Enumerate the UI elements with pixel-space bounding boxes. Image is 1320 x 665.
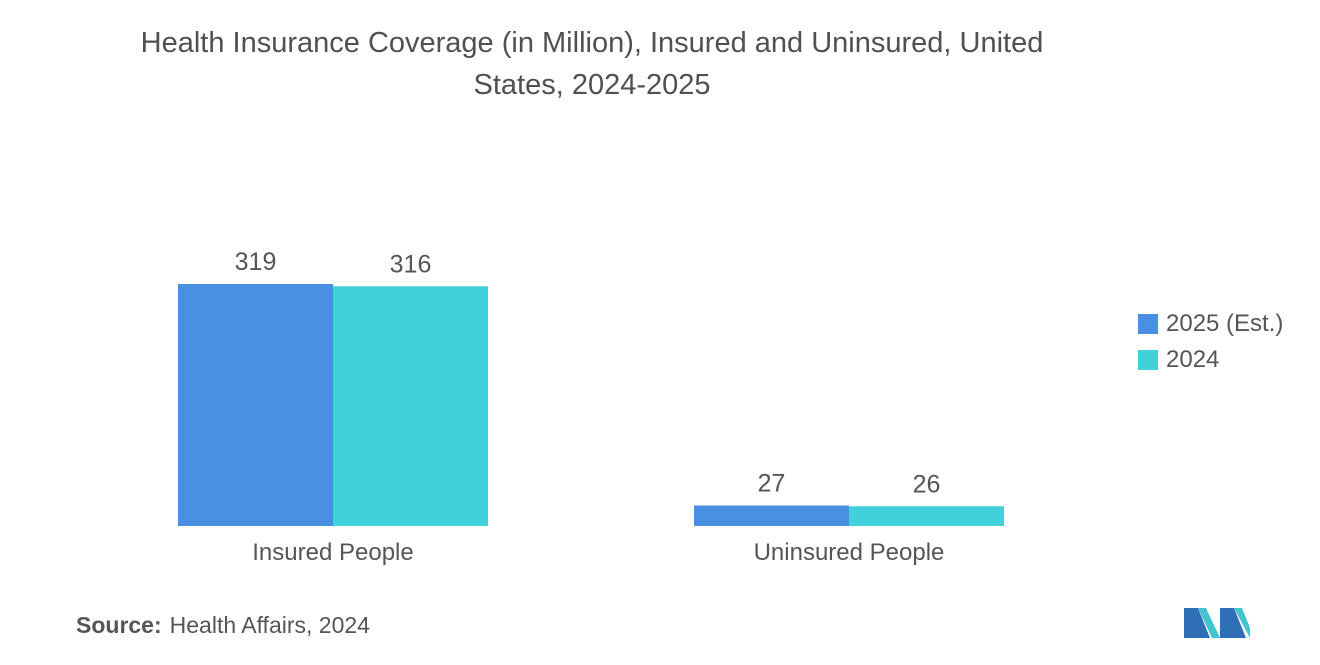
source-note: Source: Health Affairs, 2024 [76,612,370,639]
legend-label-2024: 2024 [1166,346,1220,373]
x-tick-label: Insured People [252,539,413,566]
data-label: 27 [758,470,786,498]
bar-uninsured-people-2024 [849,506,1004,526]
data-label: 319 [235,248,277,276]
bar-insured-people-2024 [333,286,488,526]
data-label: 26 [913,470,941,498]
legend-item-2025: 2025 (Est.) [1138,306,1283,342]
source-label: Source: [76,612,162,638]
legend-swatch-2024 [1138,350,1158,370]
source-text: Health Affairs, 2024 [169,612,370,638]
data-label: 316 [390,250,432,278]
chart-title: Health Insurance Coverage (in Million), … [140,27,1044,101]
x-tick-label: Uninsured People [754,539,945,566]
legend-item-2024: 2024 [1138,342,1283,378]
brand-logo-icon [1184,608,1250,638]
bar-uninsured-people-2025 [694,505,849,526]
legend: 2025 (Est.) 2024 [1138,306,1283,378]
bar-insured-people-2025 [178,284,333,526]
legend-label-2025: 2025 (Est.) [1166,310,1284,337]
legend-swatch-2025 [1138,314,1158,334]
